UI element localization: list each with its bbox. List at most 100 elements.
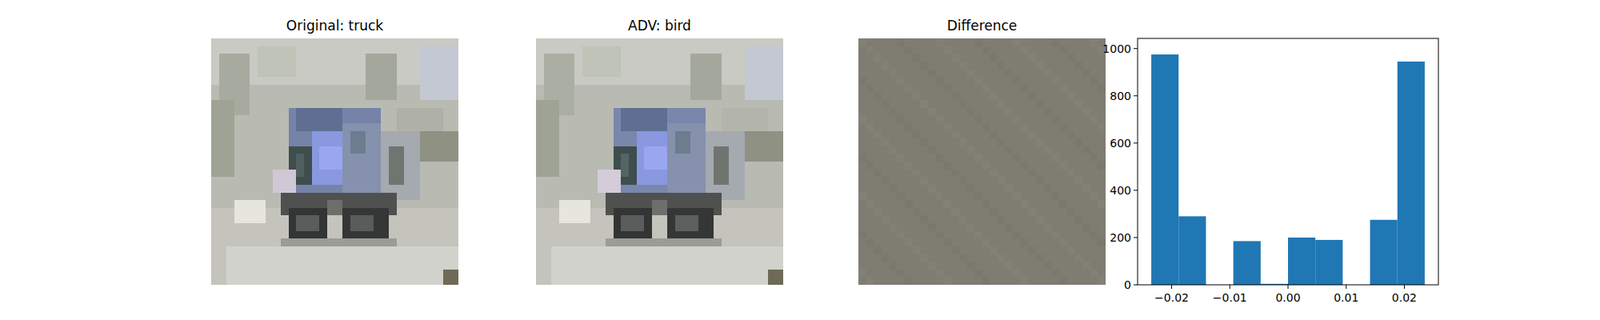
difference-pixel	[966, 223, 975, 232]
difference-pixel	[912, 92, 921, 100]
image-pixel-block	[652, 200, 668, 216]
difference-pixel	[997, 61, 1006, 70]
difference-pixel	[951, 131, 960, 140]
panel-title: Original: truck	[286, 17, 384, 34]
difference-pixel	[896, 38, 905, 47]
difference-pixel	[1028, 131, 1036, 140]
difference-pixel	[912, 246, 921, 255]
difference-pixel	[1036, 176, 1044, 185]
difference-pixel	[982, 46, 991, 55]
histogram-bar	[1315, 240, 1343, 285]
difference-pixel	[1074, 100, 1083, 108]
image-pixel-block	[667, 208, 714, 240]
difference-pixel	[858, 269, 867, 278]
difference-pixel	[943, 46, 952, 55]
difference-pixel	[1020, 200, 1029, 208]
difference-pixel	[974, 115, 983, 124]
difference-pixel	[904, 200, 913, 208]
image-pixel-block	[644, 146, 668, 170]
x-tick-label: 0.01	[1333, 291, 1359, 304]
difference-pixel	[858, 231, 867, 240]
difference-pixel	[997, 138, 1006, 147]
difference-pixel	[959, 254, 968, 263]
difference-pixel	[1090, 153, 1099, 162]
difference-pixel	[1067, 169, 1076, 178]
y-tick-label: 1000	[1102, 42, 1132, 56]
histogram-bar	[1178, 216, 1206, 285]
difference-pixel	[1067, 208, 1076, 216]
difference-pixel	[1051, 269, 1060, 278]
y-tick	[1133, 284, 1138, 286]
difference-pixel	[974, 38, 983, 47]
difference-pixel	[1020, 161, 1029, 170]
difference-pixel	[1004, 146, 1013, 155]
difference-pixel	[866, 123, 875, 132]
difference-pixel	[873, 169, 882, 178]
difference-pixel	[1028, 92, 1036, 100]
x-tick	[1404, 284, 1405, 289]
difference-pixel	[920, 254, 928, 263]
difference-pixel	[1004, 184, 1013, 193]
difference-pixel	[881, 176, 890, 185]
x-tick	[1229, 284, 1231, 289]
difference-pixel	[1020, 123, 1029, 132]
difference-pixel	[1074, 215, 1083, 224]
image-panel	[858, 38, 1106, 285]
axes-frame	[1137, 38, 1439, 285]
difference-pixel	[889, 261, 898, 270]
difference-pixel	[989, 92, 998, 100]
x-tick-label: 0.02	[1392, 291, 1417, 304]
difference-pixel	[936, 192, 944, 201]
difference-pixel	[928, 261, 936, 270]
image-pixel-block	[272, 169, 296, 193]
difference-pixel	[1044, 223, 1052, 232]
histogram-bar	[1397, 61, 1425, 285]
difference-pixel	[889, 146, 898, 155]
difference-pixel	[943, 238, 952, 247]
difference-pixel	[982, 238, 991, 247]
image-pixel-block	[667, 123, 706, 193]
difference-pixel	[1044, 261, 1052, 270]
difference-pixel	[1059, 276, 1068, 285]
histogram-bar	[1151, 54, 1179, 285]
image-pixel-block	[605, 238, 722, 247]
panel-title: ADV: bird	[628, 17, 692, 34]
image-pixel-block	[296, 215, 320, 231]
difference-pixel	[1004, 223, 1013, 232]
histogram-bar	[1233, 240, 1261, 285]
difference-pixel	[904, 161, 913, 170]
difference-pixel	[928, 184, 936, 193]
difference-pixel	[1074, 61, 1083, 70]
difference-pixel	[943, 123, 952, 132]
difference-pixel	[1004, 261, 1013, 270]
difference-pixel	[866, 84, 875, 93]
difference-pixel	[982, 276, 991, 285]
difference-pixel	[858, 115, 867, 124]
difference-pixel	[896, 115, 905, 124]
difference-pixel	[1067, 131, 1076, 140]
image-pixel-block	[620, 215, 644, 231]
difference-pixel	[1044, 108, 1052, 116]
image-pixel-block	[342, 123, 381, 193]
y-tick-label: 0	[1124, 278, 1132, 292]
difference-pixel	[1082, 184, 1091, 193]
difference-pixel	[943, 84, 952, 93]
image-pixel-block	[211, 38, 459, 285]
difference-pixel	[920, 61, 928, 70]
difference-image	[858, 38, 1106, 285]
difference-pixel	[912, 53, 921, 62]
y-tick-label: 800	[1109, 89, 1132, 103]
difference-pixel	[966, 184, 975, 193]
difference-pixel	[873, 131, 882, 140]
difference-pixel	[966, 261, 975, 270]
image-panel	[536, 38, 784, 285]
image-pixel-block	[690, 53, 722, 100]
difference-pixel	[1020, 46, 1029, 55]
image-pixel-block	[234, 200, 266, 224]
difference-pixel	[896, 192, 905, 201]
image-pixel-block	[559, 200, 591, 224]
difference-pixel	[1082, 146, 1091, 155]
difference-pixel	[1082, 108, 1091, 116]
image-pixel-block	[257, 46, 296, 78]
difference-pixel	[989, 169, 998, 178]
